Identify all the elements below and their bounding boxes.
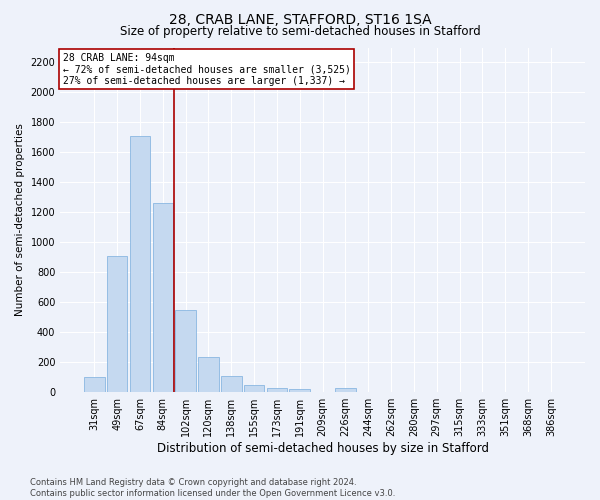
Bar [107, 256, 127, 392]
Text: Size of property relative to semi-detached houses in Stafford: Size of property relative to semi-detach… [119, 25, 481, 38]
Bar [152, 204, 173, 392]
Bar [289, 389, 310, 392]
Text: 28 CRAB LANE: 94sqm
← 72% of semi-detached houses are smaller (3,525)
27% of sem: 28 CRAB LANE: 94sqm ← 72% of semi-detach… [63, 52, 350, 86]
Bar [84, 377, 104, 392]
X-axis label: Distribution of semi-detached houses by size in Stafford: Distribution of semi-detached houses by … [157, 442, 488, 455]
Bar [175, 310, 196, 392]
Text: 28, CRAB LANE, STAFFORD, ST16 1SA: 28, CRAB LANE, STAFFORD, ST16 1SA [169, 12, 431, 26]
Y-axis label: Number of semi-detached properties: Number of semi-detached properties [15, 124, 25, 316]
Bar [221, 376, 242, 392]
Bar [244, 386, 265, 392]
Bar [266, 388, 287, 392]
Text: Contains HM Land Registry data © Crown copyright and database right 2024.
Contai: Contains HM Land Registry data © Crown c… [30, 478, 395, 498]
Bar [335, 388, 356, 392]
Bar [130, 136, 150, 392]
Bar [198, 357, 219, 392]
